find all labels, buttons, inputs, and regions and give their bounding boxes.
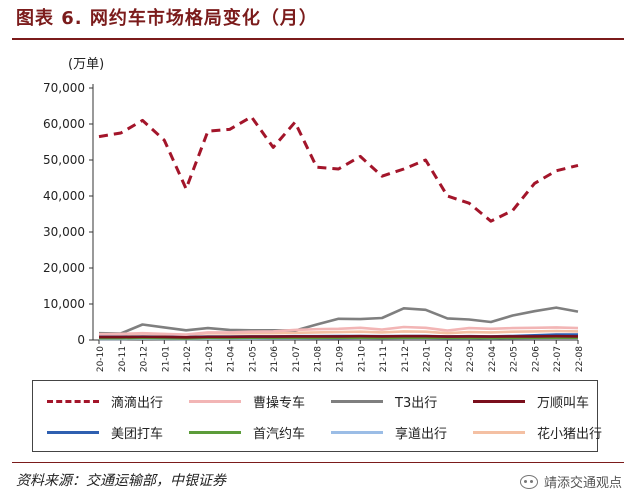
legend-swatch (189, 431, 241, 434)
x-tick-label: 20-10 (96, 346, 106, 372)
x-tick-label: 21-09 (336, 346, 346, 372)
legend-swatch (331, 431, 383, 434)
legend-label: 享道出行 (395, 427, 448, 442)
y-tick-label: 20,000 (43, 261, 85, 275)
x-tick-label: 21-03 (205, 346, 215, 372)
legend-label: 花小猪出行 (537, 427, 603, 442)
legend-item: 滴滴出行 (47, 392, 163, 411)
series-line (98, 325, 579, 336)
x-tick-label: 20-11 (118, 346, 128, 372)
source-rule (12, 462, 624, 463)
watermark: 靖添交通观点 (519, 472, 622, 491)
x-tick-label: 22-03 (466, 346, 476, 372)
x-tick-label: 22-01 (423, 346, 433, 372)
legend-item: 万顺叫车 (473, 392, 589, 411)
y-tick-label: 30,000 (43, 225, 85, 239)
legend-swatch (473, 400, 525, 403)
x-tick-label: 21-05 (248, 346, 258, 372)
watermark-text: 靖添交通观点 (543, 476, 622, 491)
series-line (98, 306, 579, 335)
x-tick-label: 22-08 (575, 346, 585, 372)
x-tick-label: 21-10 (357, 346, 367, 372)
legend-label: T3出行 (395, 396, 438, 411)
figure-title: 图表 6. 网约车市场格局变化（月） (16, 8, 318, 29)
x-tick-label: 22-05 (510, 346, 520, 372)
wechat-icon (519, 474, 538, 489)
y-axis-label: (万单) (68, 57, 104, 72)
y-tick-label: 50,000 (43, 153, 85, 167)
legend-item: 曹操专车 (189, 392, 305, 411)
x-tick-label: 22-06 (531, 346, 541, 372)
title-rule (12, 38, 624, 40)
series-line (98, 115, 579, 223)
legend-swatch (331, 400, 383, 403)
y-tick-label: 10,000 (43, 297, 85, 311)
y-tick-label: 60,000 (43, 117, 85, 131)
x-tick-label: 21-06 (270, 346, 280, 372)
x-tick-label: 22-02 (444, 346, 454, 372)
series-line (99, 334, 579, 339)
x-tick-label: 21-04 (227, 346, 237, 372)
x-tick-label: 21-02 (183, 346, 193, 372)
legend-label: 万顺叫车 (537, 396, 590, 411)
legend-item: 美团打车 (47, 423, 163, 442)
x-tick-label: 22-04 (488, 346, 498, 372)
legend-item: 花小猪出行 (473, 423, 602, 442)
source-note: 资料来源：交通运输部，中银证券 (16, 473, 226, 489)
legend-label: 首汽约车 (253, 427, 306, 442)
x-tick-label: 21-11 (379, 346, 389, 372)
legend-label: 美团打车 (111, 427, 164, 442)
legend-swatch (47, 431, 99, 434)
x-tick-label: 21-08 (314, 346, 324, 372)
legend-swatch (189, 400, 241, 403)
legend-item: T3出行 (331, 392, 437, 411)
legend-swatch (473, 431, 525, 434)
x-tick-label: 21-07 (292, 346, 302, 372)
legend-item: 首汽约车 (189, 423, 305, 442)
x-tick-label: 21-12 (401, 346, 411, 372)
legend-item: 享道出行 (331, 423, 447, 442)
x-tick-label: 21-01 (161, 346, 171, 372)
x-tick-label: 20-12 (140, 346, 150, 372)
legend: 滴滴出行 曹操专车 T3出行 万顺叫车美团打车 首汽约车 享道出行 花小猪出行 (32, 380, 602, 452)
y-tick-label: 70,000 (43, 81, 85, 95)
y-tick-label: 40,000 (43, 189, 85, 203)
legend-swatch (47, 400, 99, 403)
legend-label: 曹操专车 (253, 396, 306, 411)
legend-label: 滴滴出行 (111, 396, 164, 411)
y-tick-label: 0 (77, 333, 85, 347)
line-chart: (万单) 0 10,000 20,000 30,000 40,000 50,000 60,00… (43, 57, 585, 372)
x-tick-label: 22-07 (553, 346, 563, 372)
